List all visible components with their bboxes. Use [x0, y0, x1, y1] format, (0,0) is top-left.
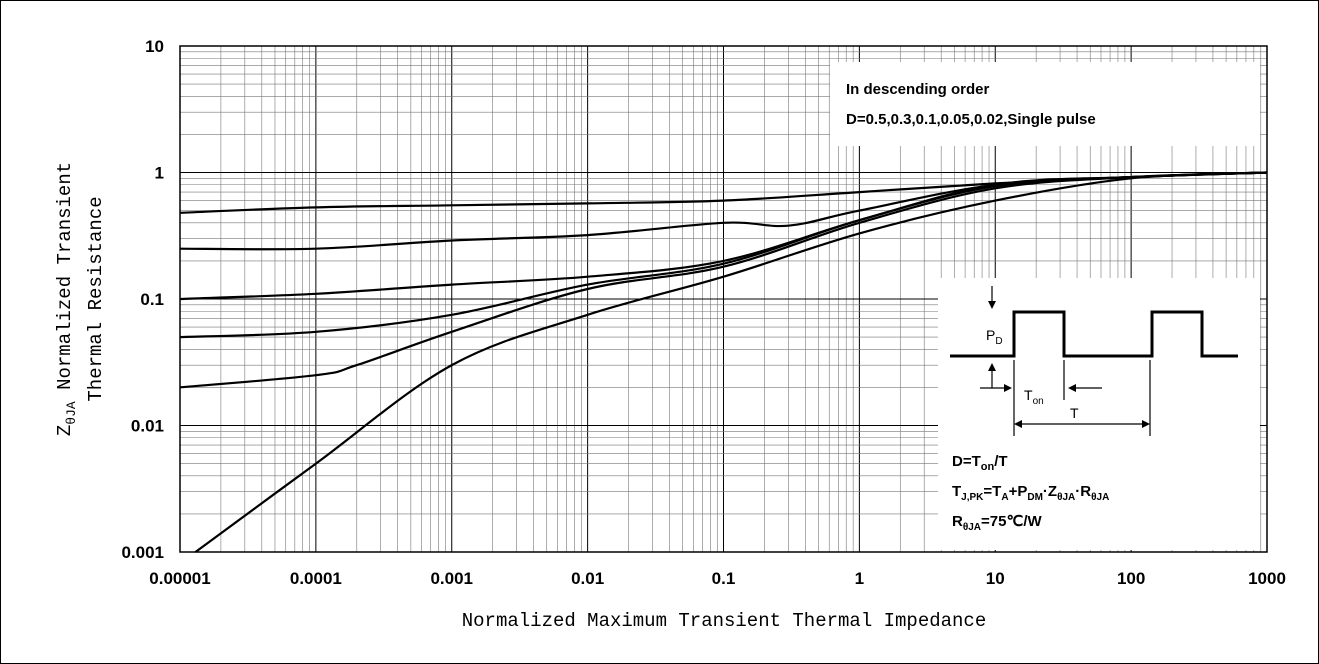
pd-label-main: P — [986, 327, 995, 343]
period-label: T — [1070, 405, 1079, 421]
series-lines — [179, 171, 1268, 553]
y-axis-line1-rest: Normalized Transient — [54, 162, 76, 401]
ton-label: Ton — [1024, 387, 1044, 407]
eq2-d: ·Z — [1043, 483, 1057, 500]
ton-arrowhead-right — [1068, 384, 1076, 392]
y-tick-labels: 10 1 0.1 0.01 0.001 — [121, 37, 164, 562]
eq3-b: =75℃/W — [981, 513, 1042, 530]
period-arrowhead-left — [1014, 420, 1022, 428]
eq1-sub: on — [981, 461, 995, 473]
pd-label-sub: D — [995, 336, 1002, 347]
legend-text: D=0.5,0.3,0.1,0.05,0.02,Single pulse — [846, 111, 1096, 128]
eq2-sub2: A — [1001, 492, 1008, 503]
eq2-b: =T — [983, 483, 1001, 500]
legend-box — [830, 62, 1260, 146]
x-axis-title: Normalized Maximum Transient Thermal Imp… — [462, 610, 987, 632]
x-tick-label: 0.001 — [430, 569, 473, 588]
y-tick-label: 0.1 — [140, 290, 164, 309]
eq3-sub: θJA — [963, 522, 981, 533]
legend-title: In descending order — [846, 81, 990, 98]
eq2-a: T — [952, 483, 961, 500]
inset-background — [938, 278, 1260, 550]
y-axis-title-line1: ZθJA Normalized Transient — [54, 162, 79, 436]
series-line-6 — [194, 171, 1268, 553]
x-tick-labels: 0.00001 0.0001 0.001 0.01 0.1 1 10 100 1000 — [149, 569, 1286, 588]
period-arrowhead-right — [1142, 420, 1150, 428]
equation-duty: D=Ton/T — [952, 453, 1008, 473]
y-tick-label: 1 — [155, 164, 164, 183]
eq3-a: R — [952, 513, 963, 530]
y-axis-z: Z — [54, 425, 76, 436]
y-tick-label: 0.001 — [121, 543, 164, 562]
equation-rthja: RθJA=75℃/W — [952, 513, 1043, 533]
ton-label-sub: on — [1033, 396, 1044, 407]
x-tick-label: 0.01 — [571, 569, 604, 588]
x-tick-label: 0.1 — [712, 569, 736, 588]
pulse-waveform — [950, 310, 1238, 358]
eq2-sub4: θJA — [1057, 492, 1075, 503]
equation-junction: TJ,PK=TA+PDM·ZθJA·RθJA — [952, 483, 1109, 503]
eq2-sub5: θJA — [1091, 492, 1109, 503]
inset-panel: PD Ton T D=Ton/T TJ,PK=TA+PDM·ZθJA·RθJA … — [938, 278, 1260, 550]
x-tick-label: 1 — [855, 569, 864, 588]
y-tick-label: 10 — [145, 37, 164, 56]
y-axis-z-sub: θJA — [64, 401, 79, 425]
x-tick-label: 0.0001 — [290, 569, 342, 588]
eq2-e: ·R — [1075, 483, 1091, 500]
y-tick-label: 0.01 — [131, 417, 164, 436]
eq1-b: /T — [994, 453, 1007, 470]
pd-arrowhead-top — [988, 301, 996, 309]
x-tick-label: 10 — [986, 569, 1005, 588]
series-line-5 — [179, 171, 1268, 389]
eq2-sub1: J,PK — [961, 492, 984, 503]
y-axis-title: ZθJA Normalized Transient Thermal Resist… — [54, 162, 107, 436]
pd-arrowhead-bottom — [988, 363, 996, 371]
x-tick-label: 1000 — [1248, 569, 1286, 588]
eq2-c: +P — [1009, 483, 1028, 500]
pd-label: PD — [986, 327, 1003, 347]
ton-arrowhead-left — [1004, 384, 1012, 392]
x-tick-label: 100 — [1117, 569, 1145, 588]
eq1-a: D=T — [952, 453, 981, 470]
x-tick-label: 0.00001 — [149, 569, 210, 588]
eq2-sub3: DM — [1027, 492, 1043, 503]
y-axis-title-line2: Thermal Resistance — [85, 196, 107, 401]
ton-label-main: T — [1024, 387, 1033, 403]
